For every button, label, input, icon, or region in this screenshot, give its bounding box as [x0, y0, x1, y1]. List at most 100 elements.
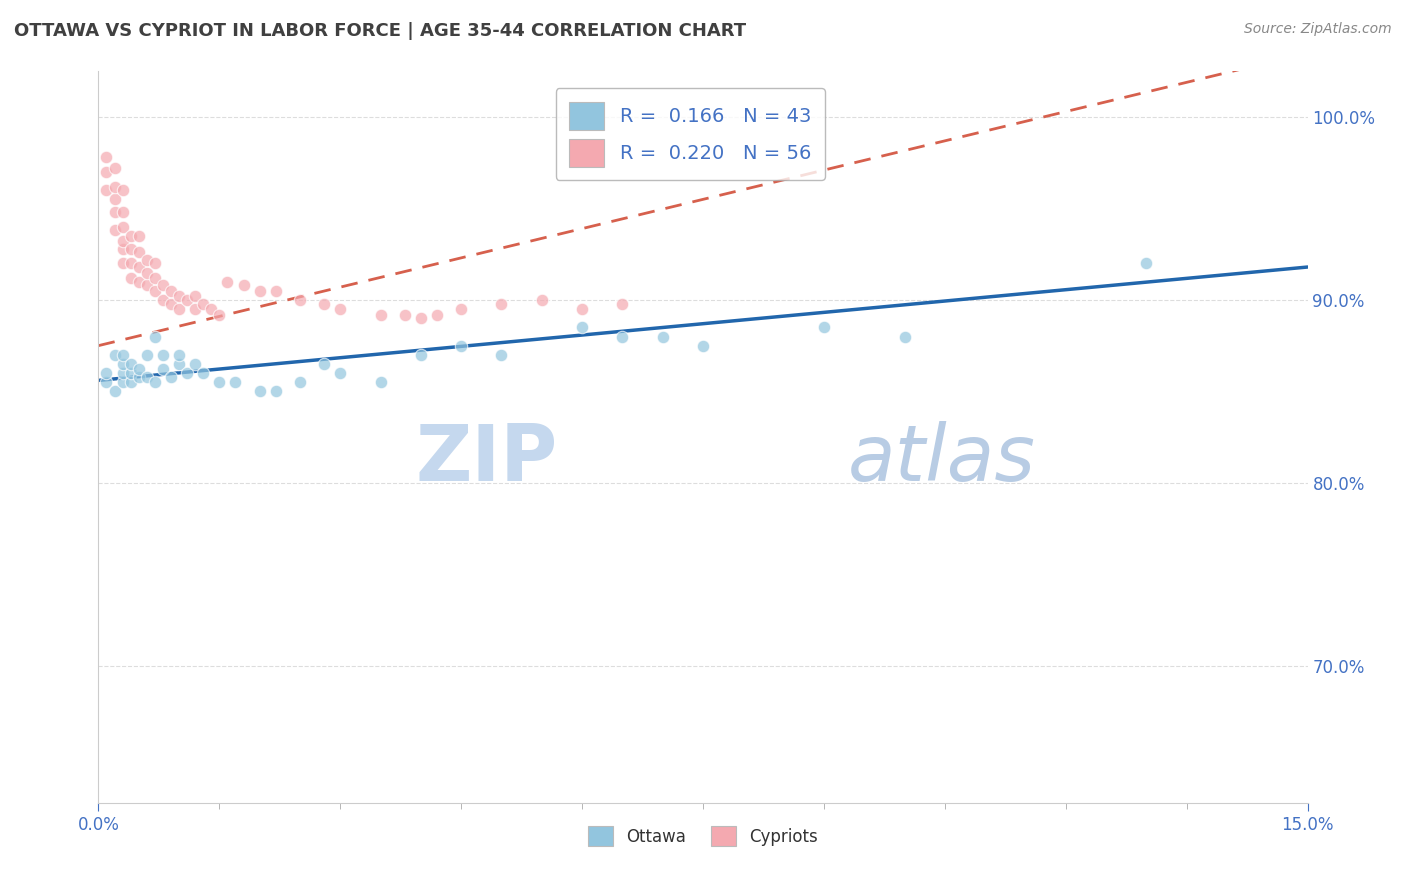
- Point: [314, 357, 336, 371]
- Point: [120, 271, 142, 285]
- Point: [184, 289, 207, 303]
- Point: [264, 384, 287, 399]
- Point: [184, 301, 207, 316]
- Point: [128, 245, 150, 260]
- Point: [103, 348, 125, 362]
- Point: [217, 275, 239, 289]
- Point: [167, 348, 190, 362]
- Point: [249, 284, 271, 298]
- Point: [143, 271, 166, 285]
- Point: [692, 338, 714, 352]
- Point: [571, 320, 593, 334]
- Point: [103, 384, 125, 399]
- Point: [612, 329, 634, 343]
- Point: [450, 338, 472, 352]
- Point: [370, 308, 392, 322]
- Point: [893, 329, 915, 343]
- Point: [103, 161, 125, 176]
- Text: Source: ZipAtlas.com: Source: ZipAtlas.com: [1244, 22, 1392, 37]
- Point: [135, 278, 157, 293]
- Point: [135, 348, 157, 362]
- Point: [450, 301, 472, 316]
- Point: [184, 357, 207, 371]
- Point: [103, 205, 125, 219]
- Point: [111, 256, 134, 270]
- Point: [288, 293, 311, 307]
- Point: [111, 375, 134, 389]
- Point: [208, 308, 231, 322]
- Point: [176, 366, 198, 380]
- Point: [491, 296, 513, 310]
- Legend: Ottawa, Cypriots: Ottawa, Cypriots: [581, 820, 825, 853]
- Point: [571, 301, 593, 316]
- Point: [329, 301, 352, 316]
- Point: [152, 348, 174, 362]
- Point: [193, 366, 215, 380]
- Point: [111, 348, 134, 362]
- Point: [111, 183, 134, 197]
- Point: [96, 375, 118, 389]
- Point: [143, 329, 166, 343]
- Point: [152, 278, 174, 293]
- Point: [96, 165, 118, 179]
- Point: [111, 366, 134, 380]
- Point: [135, 369, 157, 384]
- Point: [612, 296, 634, 310]
- Point: [264, 284, 287, 298]
- Point: [530, 293, 553, 307]
- Point: [128, 369, 150, 384]
- Point: [111, 242, 134, 256]
- Point: [111, 205, 134, 219]
- Point: [120, 357, 142, 371]
- Text: OTTAWA VS CYPRIOT IN LABOR FORCE | AGE 35-44 CORRELATION CHART: OTTAWA VS CYPRIOT IN LABOR FORCE | AGE 3…: [14, 22, 747, 40]
- Point: [160, 369, 183, 384]
- Point: [651, 329, 673, 343]
- Point: [232, 278, 254, 293]
- Point: [96, 366, 118, 380]
- Point: [160, 296, 183, 310]
- Point: [426, 308, 449, 322]
- Point: [103, 223, 125, 237]
- Point: [409, 311, 432, 326]
- Point: [111, 219, 134, 234]
- Point: [111, 357, 134, 371]
- Point: [200, 301, 222, 316]
- Point: [120, 242, 142, 256]
- Text: ZIP: ZIP: [416, 421, 558, 497]
- Point: [491, 348, 513, 362]
- Point: [224, 375, 246, 389]
- Point: [128, 362, 150, 376]
- Point: [103, 192, 125, 206]
- Text: atlas: atlas: [848, 421, 1036, 497]
- Point: [96, 150, 118, 164]
- Point: [103, 179, 125, 194]
- Point: [176, 293, 198, 307]
- Point: [120, 375, 142, 389]
- Point: [128, 260, 150, 274]
- Point: [143, 375, 166, 389]
- Point: [167, 301, 190, 316]
- Point: [135, 265, 157, 279]
- Point: [160, 284, 183, 298]
- Point: [96, 183, 118, 197]
- Point: [394, 308, 416, 322]
- Point: [128, 275, 150, 289]
- Point: [111, 235, 134, 249]
- Point: [152, 293, 174, 307]
- Point: [167, 357, 190, 371]
- Point: [329, 366, 352, 380]
- Point: [120, 256, 142, 270]
- Point: [193, 296, 215, 310]
- Point: [143, 284, 166, 298]
- Point: [167, 289, 190, 303]
- Point: [314, 296, 336, 310]
- Point: [370, 375, 392, 389]
- Point: [1135, 256, 1157, 270]
- Point: [288, 375, 311, 389]
- Point: [120, 366, 142, 380]
- Point: [128, 228, 150, 243]
- Point: [813, 320, 835, 334]
- Point: [249, 384, 271, 399]
- Point: [152, 362, 174, 376]
- Point: [120, 228, 142, 243]
